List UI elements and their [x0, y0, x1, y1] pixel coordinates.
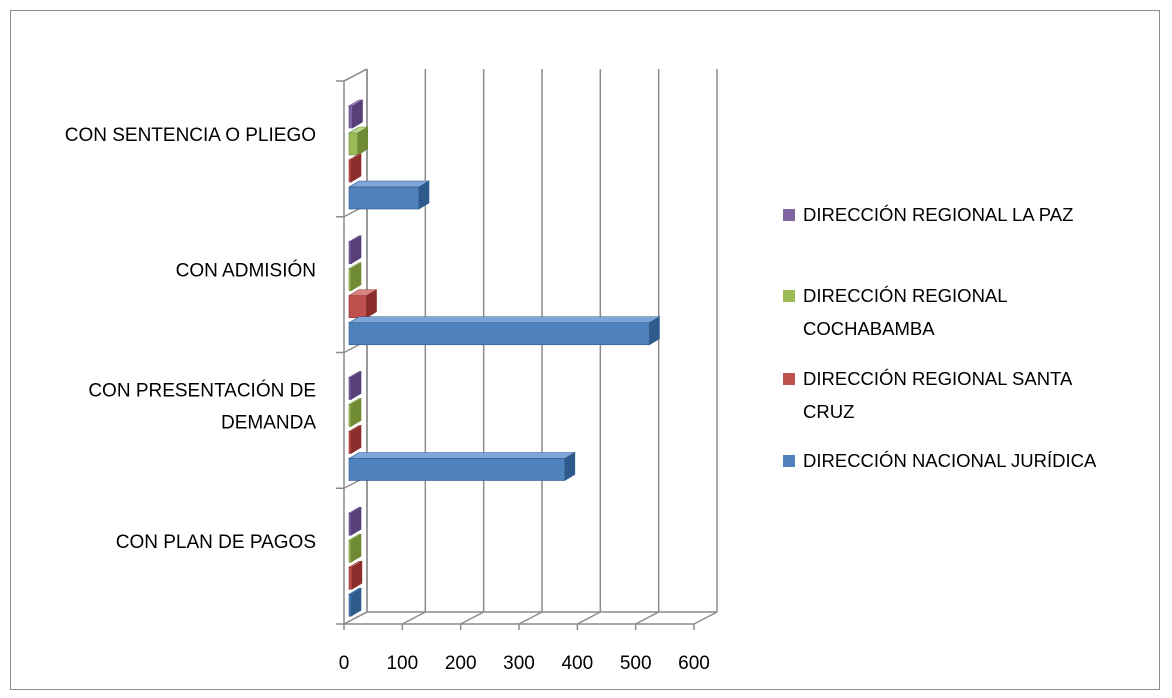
category-labels: CON PLAN DE PAGOS CON PRESENTACIÓN DE DEMA… — [65, 125, 317, 553]
bar-front-face — [348, 566, 353, 590]
x-tick-label: 0 — [339, 653, 350, 674]
bar-front-face — [348, 186, 420, 210]
bar-side-face — [350, 153, 362, 183]
bar-3-0 — [347, 506, 363, 536]
bar-0-3 — [347, 180, 431, 210]
category-label: CON ADMISIÓN — [176, 260, 316, 282]
x-tick-label: 600 — [678, 653, 710, 674]
category-label: CON PRESENTACIÓN DE — [88, 379, 316, 401]
chart-frame: CON PLAN DE PAGOS CON PRESENTACIÓN DE DEMA… — [10, 10, 1160, 690]
bar-side-face — [351, 560, 363, 590]
bar-side-face — [366, 289, 377, 319]
legend-label: DIRECCIÓN REGIONAL SANTA — [803, 368, 1073, 389]
bar-side-face — [350, 424, 362, 455]
bar-side-face — [649, 316, 660, 346]
bar-side-face — [564, 451, 576, 482]
floor-gridline — [401, 611, 426, 625]
legend-label: DIRECCIÓN REGIONAL — [803, 285, 1008, 306]
bar-2-1 — [347, 397, 363, 428]
bar-side-face — [350, 506, 362, 536]
floor-gridline — [518, 611, 543, 625]
gridlines — [343, 69, 718, 630]
bar-top-face — [347, 316, 661, 324]
bar-side-face — [350, 262, 362, 292]
bar-3-3 — [347, 99, 364, 129]
legend-swatch — [783, 373, 795, 385]
legend-swatch — [783, 290, 795, 302]
floor-gridline — [693, 611, 718, 625]
floor-gridline — [343, 611, 368, 625]
x-tick-label: 300 — [503, 653, 535, 674]
bar-side-face — [357, 126, 369, 156]
bar-top-face — [347, 180, 431, 188]
bar-top-face — [347, 452, 576, 459]
legend-label: COCHABAMBA — [803, 318, 935, 339]
bar-chart: CON PLAN DE PAGOS CON PRESENTACIÓN DE DEMA… — [65, 68, 1097, 674]
bar-front-face — [348, 132, 359, 156]
bar-side-face — [352, 99, 363, 129]
floor-gridline — [635, 611, 660, 625]
legend-swatch — [783, 209, 795, 221]
legend-label: CRUZ — [803, 401, 854, 422]
bar-2-2 — [347, 262, 363, 292]
bar-3-1 — [347, 370, 363, 401]
bar-2-3 — [347, 126, 369, 156]
bar-front-face — [348, 295, 367, 319]
legend: DIRECCIÓN REGIONAL LA PAZ DIRECCIÓN REGIO… — [783, 204, 1097, 471]
bars — [347, 99, 661, 617]
bar-side-face — [350, 587, 362, 617]
bar-side-face — [350, 235, 362, 265]
x-tick-label: 400 — [561, 653, 593, 674]
legend-label: DIRECCIÓN REGIONAL LA PAZ — [803, 204, 1073, 225]
bar-0-2 — [347, 316, 661, 346]
x-tick-labels: 0 100 200 300 400 500 600 — [339, 653, 710, 674]
bar-0-0 — [347, 587, 363, 617]
floor-gridline — [576, 611, 601, 625]
bar-side-face — [418, 180, 430, 210]
bar-1-1 — [347, 424, 363, 455]
bar-0-1 — [347, 451, 576, 482]
floor-gridline — [460, 611, 485, 625]
bar-1-3 — [347, 153, 363, 183]
category-label: CON SENTENCIA O PLIEGO — [65, 125, 316, 146]
bar-1-2 — [347, 289, 378, 319]
bar-side-face — [350, 533, 362, 563]
category-separator — [343, 68, 368, 82]
category-label: CON PLAN DE PAGOS — [116, 532, 316, 553]
x-tick-label: 500 — [620, 653, 652, 674]
chart-walls — [336, 68, 717, 625]
category-label: DEMANDA — [221, 412, 316, 433]
x-tick-label: 100 — [386, 653, 418, 674]
legend-label: DIRECCIÓN NACIONAL JURÍDICA — [803, 450, 1097, 471]
bar-front-face — [348, 322, 650, 346]
bar-side-face — [350, 370, 362, 401]
bar-side-face — [350, 397, 362, 428]
bar-2-0 — [347, 533, 363, 563]
bar-front-face — [348, 105, 353, 129]
bar-front-face — [348, 458, 566, 481]
legend-swatch — [783, 455, 795, 467]
bar-3-2 — [347, 235, 363, 265]
bar-1-0 — [347, 560, 363, 590]
x-tick-label: 200 — [445, 653, 477, 674]
